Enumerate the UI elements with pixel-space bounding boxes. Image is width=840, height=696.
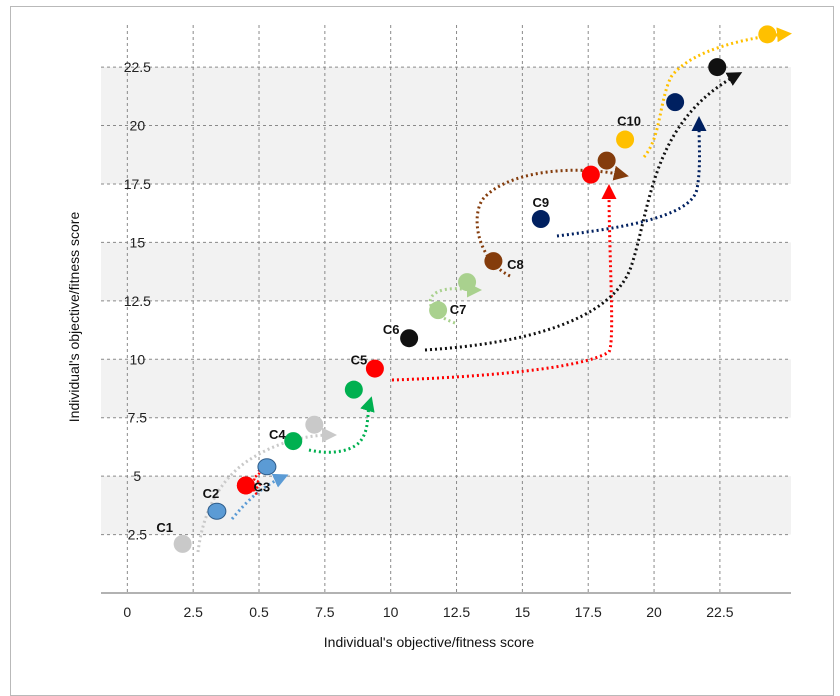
trajectory-c2 bbox=[230, 473, 289, 520]
y-tick-label: 10 bbox=[130, 351, 146, 367]
x-tick-label: 15 bbox=[515, 604, 531, 620]
point-c8 bbox=[597, 151, 616, 170]
data-points bbox=[173, 25, 777, 553]
grid-band bbox=[101, 67, 791, 126]
x-tick-label: 7.5 bbox=[315, 604, 335, 620]
y-tick-label: 17.5 bbox=[124, 176, 151, 192]
x-tick-label: 17.5 bbox=[575, 604, 602, 620]
trajectory-c3 bbox=[252, 467, 262, 496]
x-tick-label: 0.5 bbox=[249, 604, 269, 620]
y-tick-label: 5 bbox=[133, 468, 141, 484]
x-tick-label: 22.5 bbox=[706, 604, 733, 620]
trajectory-c6 bbox=[424, 72, 743, 352]
y-axis-ticks: 2.5 5 7.5 10 12.5 15 17.5 20 22.5 bbox=[124, 59, 151, 542]
y-tick-label: 12.5 bbox=[124, 293, 151, 309]
y-tick-label: 20 bbox=[130, 118, 146, 134]
series-labels: C1 C2 C3 C4 C5 C6 C7 C8 C9 C10 bbox=[156, 114, 641, 535]
series-label-c1: C1 bbox=[156, 520, 173, 535]
series-label-c3: C3 bbox=[254, 479, 271, 494]
x-axis-ticks: 0 2.5 0.5 7.5 10 12.5 15 17.5 20 22.5 bbox=[123, 604, 733, 620]
trajectory-c9 bbox=[556, 116, 707, 238]
series-label-c5: C5 bbox=[351, 353, 368, 368]
point-c7 bbox=[429, 301, 448, 320]
point-c2 bbox=[207, 502, 227, 520]
gridlines bbox=[101, 25, 791, 594]
point-c10 bbox=[758, 25, 777, 44]
series-label-c7: C7 bbox=[450, 302, 467, 317]
trajectory-c1 bbox=[196, 427, 337, 553]
point-c5 bbox=[581, 165, 600, 184]
y-tick-label: 7.5 bbox=[128, 410, 148, 426]
x-tick-label: 0 bbox=[123, 604, 131, 620]
point-c1 bbox=[305, 415, 324, 434]
grid-band bbox=[101, 242, 791, 301]
x-tick-label: 12.5 bbox=[443, 604, 470, 620]
series-label-c6: C6 bbox=[383, 322, 400, 337]
grid-band bbox=[101, 125, 791, 184]
point-c7 bbox=[458, 273, 477, 292]
x-tick-label: 10 bbox=[383, 604, 399, 620]
x-axis-title: Individual's objective/fitness score bbox=[324, 634, 535, 650]
point-c1 bbox=[173, 534, 192, 553]
series-label-c8: C8 bbox=[507, 257, 524, 272]
point-c9 bbox=[531, 210, 550, 229]
grid-band bbox=[101, 476, 791, 535]
point-c9 bbox=[666, 93, 685, 112]
point-c6 bbox=[400, 329, 419, 348]
y-tick-label: 22.5 bbox=[124, 59, 151, 75]
point-c4 bbox=[344, 380, 363, 399]
grid-band bbox=[101, 359, 791, 418]
series-label-c10: C10 bbox=[617, 114, 641, 129]
point-c2 bbox=[257, 458, 277, 476]
series-label-c4: C4 bbox=[269, 427, 286, 442]
series-label-c9: C9 bbox=[532, 195, 549, 210]
y-axis-title: Individual's objective/fitness score bbox=[66, 212, 82, 423]
trajectory-paths bbox=[196, 27, 792, 553]
chart-frame: 0 2.5 0.5 7.5 10 12.5 15 17.5 20 22.5 2.5 5 7.5 10 12… bbox=[10, 6, 834, 696]
y-tick-label: 15 bbox=[130, 234, 146, 250]
point-c3 bbox=[236, 476, 255, 495]
x-tick-label: 2.5 bbox=[183, 604, 203, 620]
alternating-bands bbox=[101, 67, 791, 535]
x-tick-label: 20 bbox=[646, 604, 662, 620]
y-tick-label: 2.5 bbox=[128, 527, 148, 543]
scatter-chart: 0 2.5 0.5 7.5 10 12.5 15 17.5 20 22.5 2.5 5 7.5 10 12… bbox=[66, 25, 792, 650]
trajectory-c10 bbox=[642, 27, 792, 158]
point-c8 bbox=[484, 252, 503, 271]
point-c5 bbox=[365, 359, 384, 378]
point-c4 bbox=[284, 432, 303, 451]
point-c10 bbox=[616, 130, 635, 149]
point-c6 bbox=[708, 58, 727, 77]
series-label-c2: C2 bbox=[203, 486, 220, 501]
trajectory-c8 bbox=[475, 165, 629, 278]
